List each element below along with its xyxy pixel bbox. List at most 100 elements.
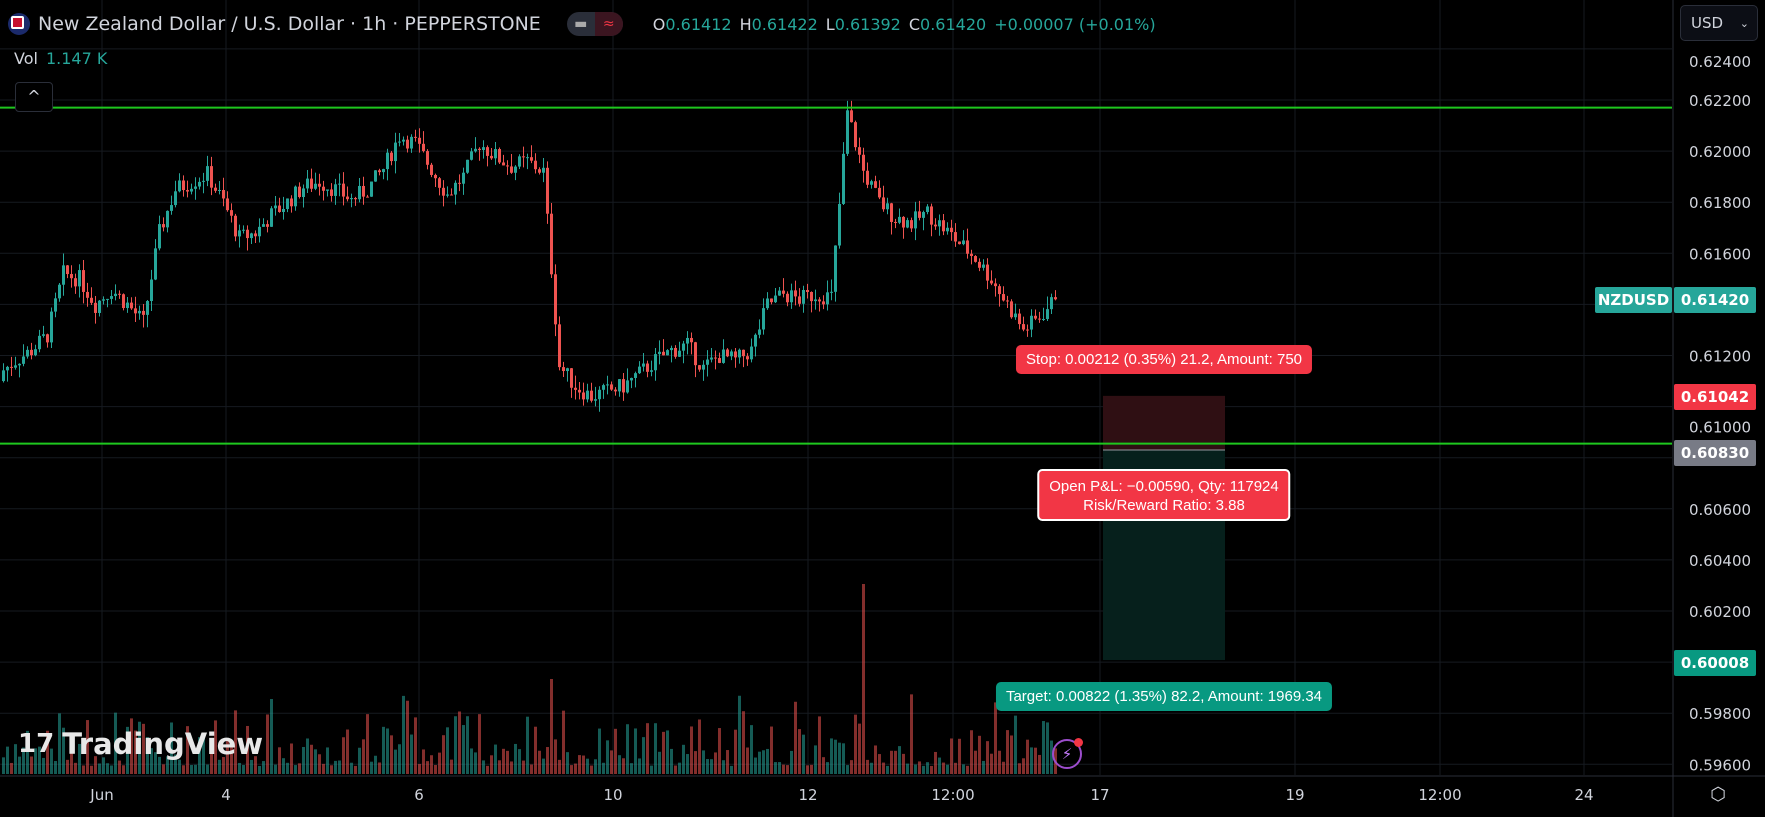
volume-bar: [450, 759, 453, 774]
volume-bar: [202, 737, 205, 774]
volume-bar: [454, 716, 457, 774]
chart-settings-icon[interactable]: ⬡: [1710, 784, 1726, 805]
volume-bar: [398, 744, 401, 774]
candle-body: [678, 350, 681, 357]
market-status-toggle[interactable]: ▬ ≈: [566, 12, 623, 36]
candle-body: [642, 363, 645, 367]
volume-bar: [886, 765, 889, 774]
candle-body: [990, 280, 993, 284]
candle-body: [30, 349, 33, 356]
candle-body: [34, 349, 37, 356]
volume-bar: [986, 741, 989, 774]
candle-body: [822, 301, 825, 305]
volume-bar: [762, 750, 765, 774]
symbol-title[interactable]: New Zealand Dollar / U.S. Dollar · 1h · …: [38, 13, 541, 35]
volume-bar: [606, 740, 609, 774]
candle-body: [46, 334, 49, 343]
volume-bar: [890, 750, 893, 774]
candle-body: [22, 356, 25, 364]
candle-body: [998, 286, 1001, 295]
volume-bar: [486, 765, 489, 774]
volume-bar: [646, 723, 649, 774]
time-tick-label: 12:00: [931, 786, 975, 804]
volume-bar: [366, 714, 369, 774]
volume-bar: [270, 699, 273, 774]
volume-bar: [14, 744, 17, 774]
candle-body: [118, 293, 121, 295]
volume-bar: [358, 747, 361, 774]
candle-body: [342, 183, 345, 197]
volume-bar: [534, 726, 537, 774]
candle-body: [302, 188, 305, 198]
volume-bar: [926, 762, 929, 774]
candle-body: [402, 139, 405, 142]
volume-bar: [662, 731, 665, 774]
candle-body: [218, 189, 221, 191]
candle-body: [162, 224, 165, 228]
volume-bar: [546, 747, 549, 774]
time-tick-label: 4: [221, 786, 231, 804]
candle-body: [278, 205, 281, 212]
volume-bar: [726, 750, 729, 774]
volume-bar: [1030, 747, 1033, 774]
candle-body: [78, 270, 81, 287]
candle-body: [954, 232, 957, 242]
candle-body: [846, 110, 849, 154]
candle-body: [558, 324, 561, 368]
volume-bar: [994, 702, 997, 774]
volume-bar: [214, 720, 217, 774]
volume-bar: [30, 756, 33, 774]
candle-body: [466, 159, 469, 173]
volume-bar: [242, 765, 245, 774]
price-tick-label: 0.61200: [1689, 348, 1751, 366]
volume-bar: [174, 754, 177, 774]
candle-body: [346, 196, 349, 200]
candle-body: [474, 148, 477, 152]
candle-body: [514, 166, 517, 173]
candle-body: [262, 224, 265, 227]
price-tick-label: 0.60400: [1689, 552, 1751, 570]
volume-bar: [950, 738, 953, 774]
volume-bar: [586, 758, 589, 774]
collapse-legend-button[interactable]: ^: [15, 82, 53, 112]
volume-bar: [1026, 739, 1029, 774]
candle-body: [606, 384, 609, 386]
volume-bar: [866, 759, 869, 774]
candle-body: [126, 302, 129, 309]
volume-legend: Vol 1.147 K: [14, 49, 108, 68]
price-tick-label: 0.59600: [1689, 756, 1751, 774]
candle-body: [746, 356, 749, 360]
lightning-icon[interactable]: ⚡: [1052, 738, 1083, 769]
volume-bar: [862, 584, 865, 774]
candle-body: [686, 337, 689, 344]
price-tick-label: 0.60600: [1689, 501, 1751, 519]
candle-body: [986, 264, 989, 281]
candle-body: [626, 380, 629, 393]
time-tick-label: 19: [1285, 786, 1305, 804]
candle-body: [1022, 324, 1025, 330]
volume-bar: [1014, 715, 1017, 774]
volume-bar: [158, 756, 161, 774]
wave-icon: ≈: [594, 12, 623, 36]
candle-body: [38, 335, 41, 350]
candle-body: [858, 147, 861, 155]
volume-bar: [190, 765, 193, 774]
currency-select[interactable]: USD ⌄: [1680, 5, 1758, 41]
volume-bar: [790, 750, 793, 774]
candle-body: [826, 292, 829, 305]
candle-body: [166, 210, 169, 228]
volume-bar: [686, 754, 689, 774]
tradingview-logo[interactable]: 𝟭𝟳 TradingView: [18, 727, 264, 761]
volume-bar: [226, 740, 229, 774]
volume-bar: [974, 750, 977, 774]
candle-body: [70, 274, 73, 279]
candle-body: [358, 185, 361, 200]
volume-bar: [458, 711, 461, 774]
price-tick-label: 0.61600: [1689, 245, 1751, 263]
candle-body: [438, 178, 441, 188]
volume-bar: [910, 694, 913, 774]
candle-body: [530, 157, 533, 161]
candle-body: [90, 297, 93, 303]
volume-bar: [94, 756, 97, 774]
